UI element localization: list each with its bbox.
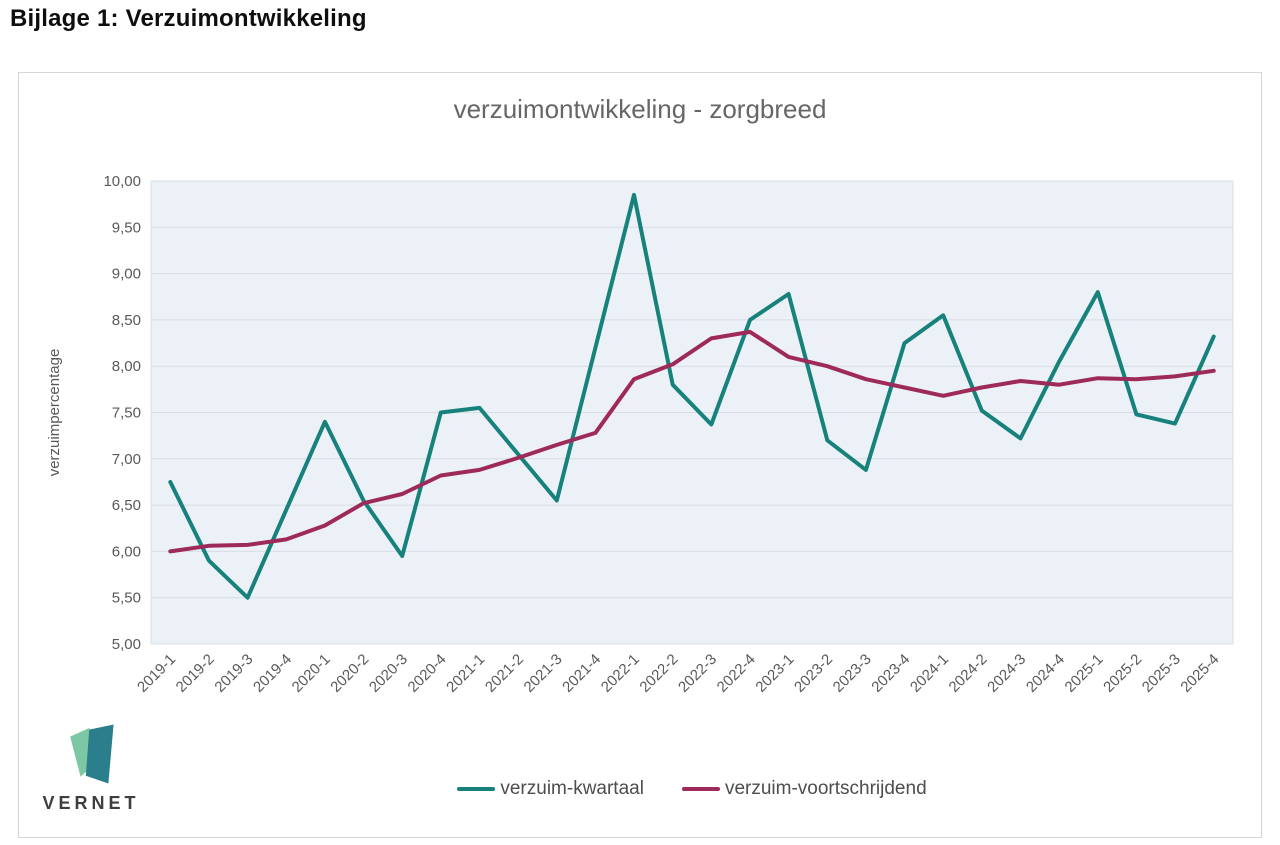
- y-tick-label: 5,00: [112, 636, 141, 653]
- y-tick-label: 5,50: [112, 590, 141, 607]
- y-tick-label: 8,50: [112, 312, 141, 329]
- x-tick-label: 2025-3: [1139, 651, 1184, 696]
- x-tick-label: 2021-3: [521, 651, 566, 696]
- y-tick-label: 8,00: [112, 358, 141, 375]
- x-tick-label: 2024-4: [1023, 651, 1068, 696]
- x-tick-label: 2021-1: [443, 651, 488, 696]
- chart-card: verzuimontwikkeling - zorgbreed 10,00 9,5…: [18, 72, 1262, 838]
- x-tick-label: 2020-4: [405, 651, 450, 696]
- x-tick-label: 2022-4: [714, 651, 759, 696]
- y-tick-label: 10,00: [103, 173, 141, 190]
- x-tick-label: 2021-4: [559, 651, 604, 696]
- x-tick-label: 2022-2: [636, 651, 681, 696]
- y-tick-label: 7,00: [112, 451, 141, 468]
- legend-label-kwartaal: verzuim-kwartaal: [500, 778, 644, 799]
- page-title: Bijlage 1: Verzuimontwikkeling: [10, 5, 367, 32]
- x-tick-label: 2023-1: [752, 651, 797, 696]
- x-tick-label: 2021-2: [482, 651, 527, 696]
- x-tick-label: 2024-1: [907, 651, 952, 696]
- legend-item-kwartaal: verzuim-kwartaal: [457, 778, 644, 800]
- vernet-logo-mark-icon: [70, 724, 114, 784]
- y-axis-title: verzuimpercentage: [46, 349, 63, 477]
- series-line-verzuim-voortschrijdend: [168, 329, 1216, 554]
- y-tick-label: 6,00: [112, 543, 141, 560]
- vernet-logo-text: VERNET: [42, 793, 140, 813]
- x-tick-label: 2019-4: [250, 651, 295, 696]
- legend-item-voortschrijdend: verzuim-voortschrijdend: [681, 778, 927, 800]
- x-tick-label: 2022-1: [598, 651, 643, 696]
- x-tick-label: 2020-2: [327, 651, 372, 696]
- x-tick-label: 2020-1: [289, 651, 334, 696]
- legend-label-voortschrijdend: verzuim-voortschrijdend: [724, 778, 927, 799]
- x-tick-label: 2020-3: [366, 651, 411, 696]
- x-tick-label: 2024-2: [946, 651, 991, 696]
- chart-legend: verzuim-kwartaal verzuim-voortschrijdend: [151, 776, 1233, 802]
- x-tick-label: 2023-4: [868, 651, 913, 696]
- y-tick-label: 9,00: [112, 266, 141, 283]
- legend-swatch-kwartaal-icon: [457, 787, 496, 791]
- vernet-logo: VERNET: [33, 721, 149, 814]
- x-tick-label: 2019-1: [134, 651, 179, 696]
- y-tick-label: 7,50: [112, 405, 141, 422]
- x-tick-label: 2022-3: [675, 651, 720, 696]
- x-tick-label: 2024-3: [984, 651, 1029, 696]
- x-tick-label: 2023-3: [830, 651, 875, 696]
- y-tick-label: 6,50: [112, 497, 141, 514]
- chart-title: verzuimontwikkeling - zorgbreed: [453, 94, 827, 124]
- line-chart: 10,00 9,50 9,00 8,50 8,00 7,50 7,00 6,50 6,00 5,5…: [46, 173, 1234, 696]
- series-line-verzuim-kwartaal: [168, 192, 1216, 600]
- x-tick-label: 2025-1: [1062, 651, 1107, 696]
- y-tick-label: 9,50: [112, 219, 141, 236]
- x-tick-label: 2025-4: [1177, 651, 1222, 696]
- x-tick-label: 2023-2: [791, 651, 836, 696]
- x-tick-label: 2019-2: [173, 651, 218, 696]
- x-tick-label: 2019-3: [211, 651, 256, 696]
- legend-swatch-voortschrijdend-icon: [681, 787, 720, 791]
- x-tick-label: 2025-2: [1100, 651, 1145, 696]
